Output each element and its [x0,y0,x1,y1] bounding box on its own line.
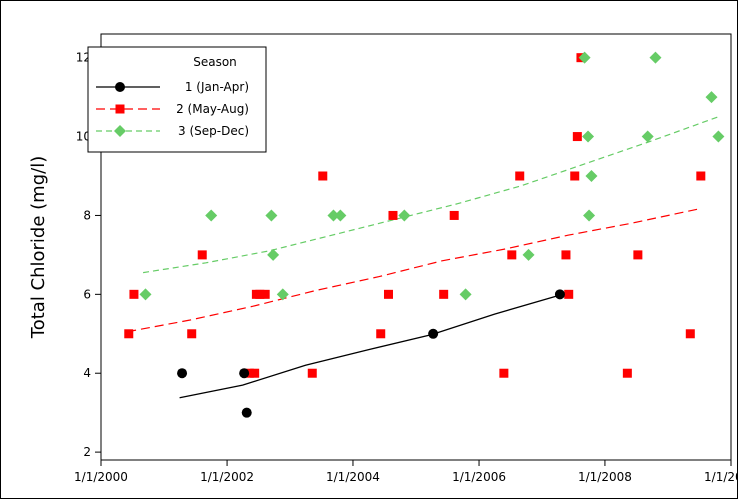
data-point [255,289,265,299]
trend-lines [127,116,719,399]
legend-marker [115,104,125,114]
data-point [499,368,509,378]
data-point [561,250,571,260]
data-point [260,289,270,299]
data-point [318,171,328,181]
data-point [449,210,459,220]
data-point [554,289,565,300]
data-point [633,250,643,260]
legend-label: 3 (Sep-Dec) [178,124,249,138]
data-point [250,368,260,378]
data-point [564,289,574,299]
data-point [205,209,218,222]
data-points [124,51,725,418]
data-point [439,289,449,299]
data-point [139,288,152,301]
data-point [459,288,472,301]
data-point [383,289,393,299]
data-point [507,250,517,260]
y-tick-label: 8 [83,208,91,222]
data-point [334,209,347,222]
data-point [622,368,632,378]
legend-title: Season [193,55,237,69]
x-tick-label: 1/1/2004 [326,470,380,484]
data-point [124,329,134,339]
data-point [276,288,289,301]
legend-label: 1 (Jan-Apr) [185,80,249,94]
data-point [265,209,278,222]
data-point [241,407,252,418]
y-tick-label: 2 [83,445,91,459]
y-tick-label: 4 [83,366,91,380]
y-tick-label: 12 [76,51,91,65]
legend-entries: 1 (Jan-Apr) 2 (May-Aug) 3 (Sep-Dec) [96,80,249,138]
x-tick-label: 1/1/2000 [74,470,128,484]
x-tick-label: 1/1/2008 [578,470,632,484]
data-point [705,91,718,104]
axes: 1/1/2000 1/1/2002 1/1/2004 1/1/2006 1/1/2008… [74,51,738,484]
trend-line [143,116,719,274]
data-point [522,248,535,261]
data-point [570,171,580,181]
data-point [239,368,250,379]
legend-marker [114,125,126,137]
data-point [582,130,595,143]
data-point [696,171,706,181]
data-point [398,209,411,222]
data-point [267,248,280,261]
data-point [197,250,207,260]
trend-line [179,294,561,399]
data-point [177,368,188,379]
data-point [388,210,398,220]
x-tick-label: 1/1/2006 [452,470,506,484]
data-point [572,132,582,142]
trend-line [127,207,702,333]
data-point [685,329,695,339]
x-tick-label: 1/1/2002 [200,470,254,484]
y-tick-label: 10 [76,130,91,144]
data-point [428,328,439,339]
legend-label: 2 (May-Aug) [176,102,249,116]
data-point [244,368,254,378]
data-point [641,130,654,143]
data-point [712,130,725,143]
data-point [515,171,525,181]
data-point [129,289,139,299]
data-point [583,209,596,222]
data-point [376,329,386,339]
legend-marker [115,82,125,92]
y-axis-title: Total Chloride (mg/l) [28,156,49,339]
legend: Season 1 (Jan-Apr) 2 (May-Aug) 3 (Sep-Dec) [87,46,267,153]
y-tick-label: 6 [83,287,91,301]
data-point [578,51,591,64]
data-point [327,209,340,222]
data-point [307,368,317,378]
data-point [187,329,197,339]
data-point [585,170,598,182]
data-point [649,51,662,64]
x-tick-label: 1/1/2010 [704,470,738,484]
